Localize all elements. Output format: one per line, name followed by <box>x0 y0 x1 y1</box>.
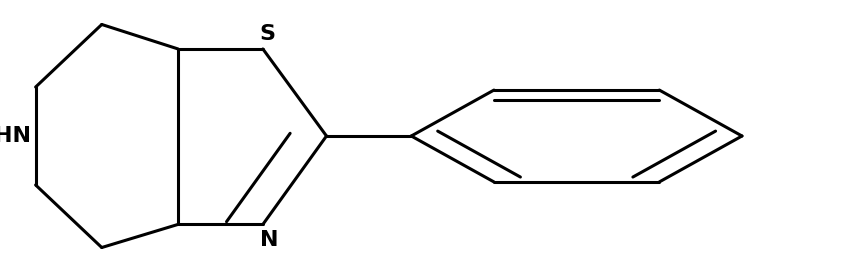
Text: N: N <box>260 230 279 250</box>
Text: HN: HN <box>0 126 31 146</box>
Text: S: S <box>259 23 275 44</box>
